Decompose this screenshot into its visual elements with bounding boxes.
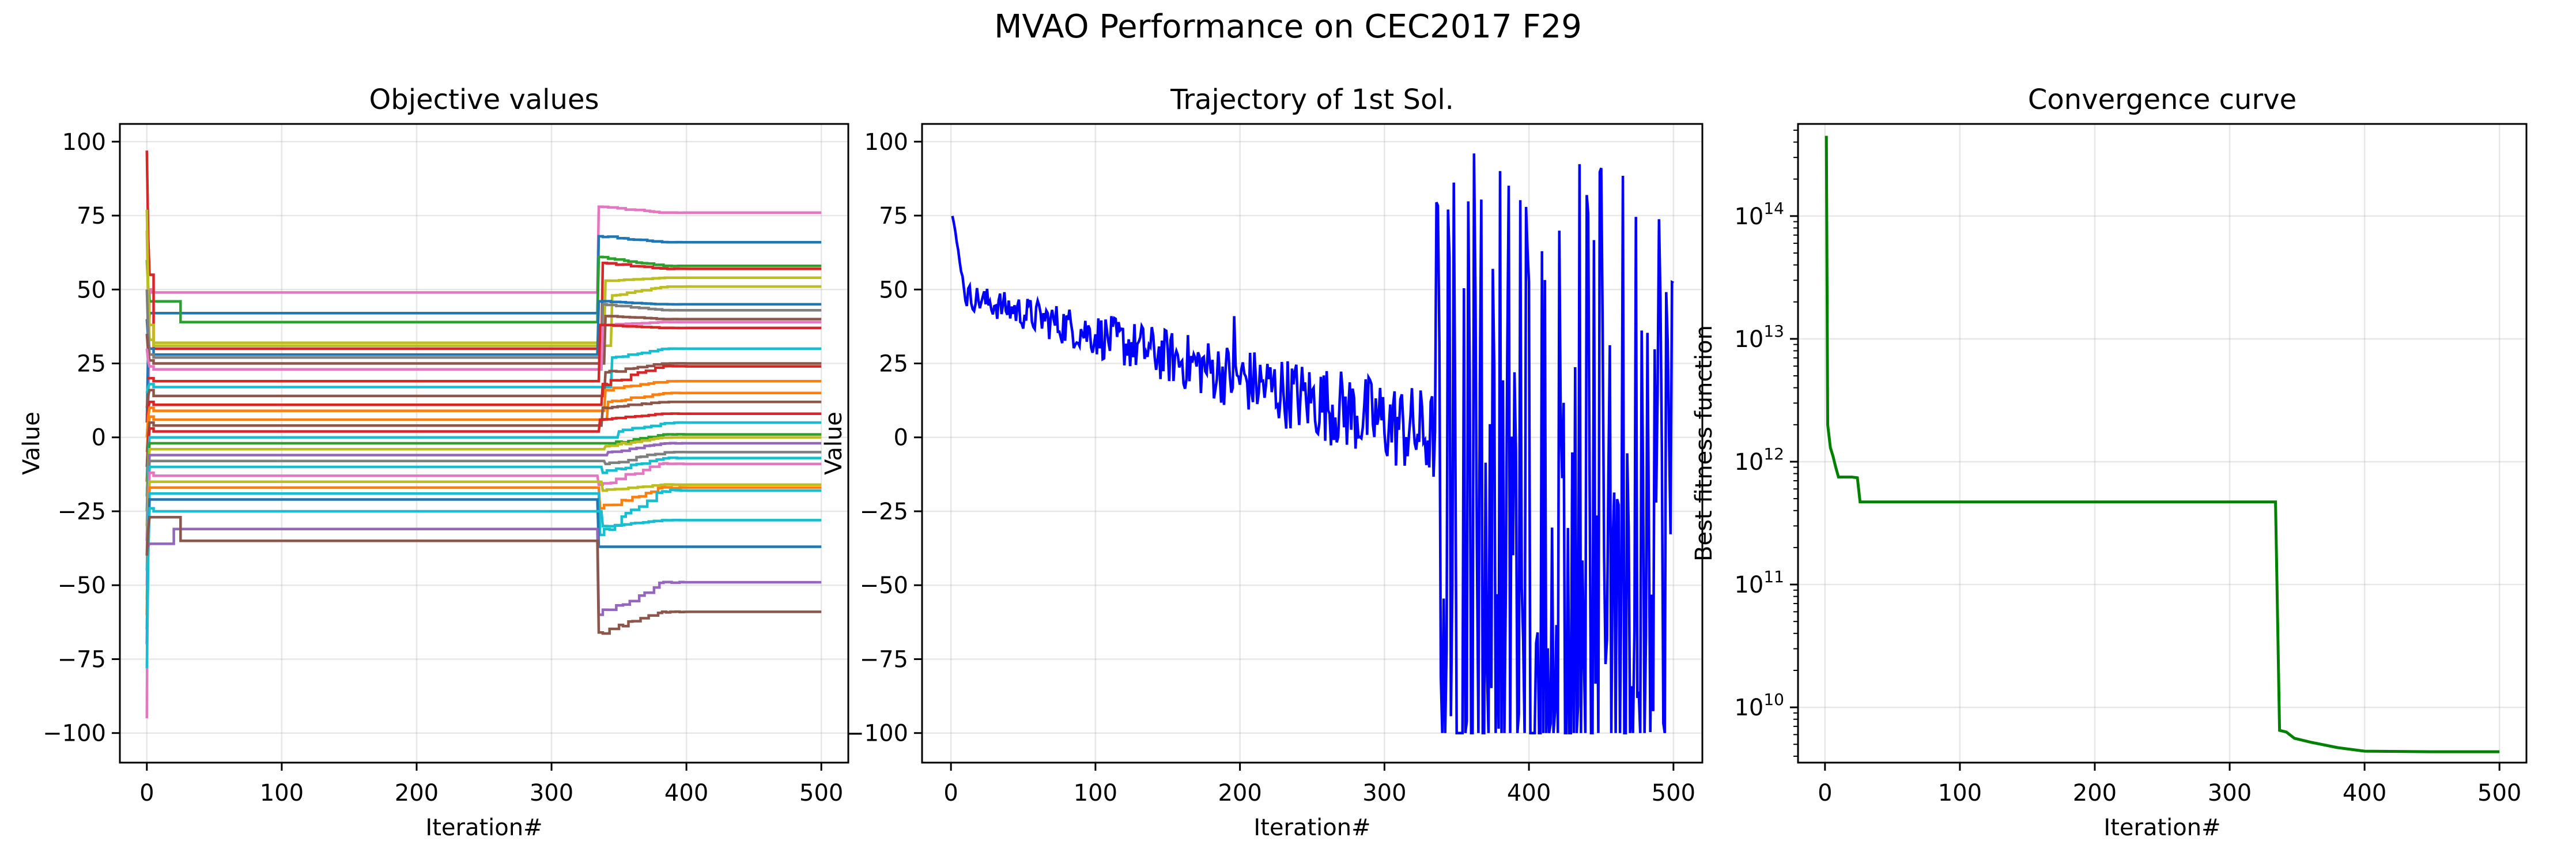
- x-axis-label: Iteration#: [2103, 814, 2220, 841]
- x-tick-label: 500: [1652, 780, 1695, 806]
- series-group: [951, 153, 1674, 734]
- panel-title: Convergence curve: [2028, 84, 2297, 116]
- series-line-13: [145, 364, 822, 423]
- y-tick-label: 0: [894, 425, 908, 451]
- series-line-5: [145, 230, 822, 347]
- series-group: [145, 150, 822, 719]
- series-line-8: [145, 315, 822, 365]
- y-tick-label: 75: [879, 203, 908, 229]
- y-axis-label: Best fitness function: [1691, 325, 1717, 561]
- x-tick-label: 0: [139, 780, 154, 806]
- x-tick-label: 0: [1818, 780, 1832, 806]
- trajectory-line: [951, 153, 1674, 734]
- series-line-24: [145, 462, 822, 586]
- x-tick-label: 500: [799, 780, 843, 806]
- y-tick-label: −50: [860, 572, 908, 599]
- x-tick-label: 400: [2343, 780, 2386, 806]
- series-line-10: [146, 323, 822, 383]
- axes-frame: [1797, 123, 2528, 764]
- axes-frame: [119, 123, 849, 764]
- y-tick-label: −100: [845, 721, 908, 747]
- y-tick-label: 100: [62, 129, 106, 156]
- y-tick-label: 75: [77, 203, 106, 229]
- y-tick-label: 25: [77, 351, 106, 378]
- axes-frame: [921, 123, 1704, 764]
- series-line-7: [145, 289, 822, 359]
- y-axis-label: Value: [18, 412, 45, 475]
- series-line-20: [145, 436, 822, 526]
- series-group: [1825, 135, 2500, 753]
- x-tick-label: 400: [664, 780, 708, 806]
- series-line-9: [145, 320, 822, 371]
- x-tick-label: 200: [2073, 780, 2117, 806]
- y-tick-label: 1013: [1734, 322, 1784, 353]
- x-tick-label: 0: [943, 780, 958, 806]
- series-line-18: [145, 421, 822, 497]
- x-tick-label: 100: [1938, 780, 1982, 806]
- y-tick-label: 1010: [1734, 690, 1784, 721]
- x-axis-label: Iteration#: [425, 814, 542, 841]
- figure-title: MVAO Performance on CEC2017 F29: [994, 8, 1582, 46]
- x-tick-label: 200: [1218, 780, 1261, 806]
- series-line-1: [145, 235, 822, 423]
- series-line-22: [145, 451, 822, 556]
- x-tick-label: 100: [260, 780, 304, 806]
- y-tick-label: −50: [58, 572, 106, 599]
- series-line-11: [145, 347, 822, 394]
- objective-values-panel: 0 100 200 300 400 500 −100 −75 −50 −25 0 25 50 75 100 O…: [18, 84, 849, 841]
- x-tick-label: 300: [2208, 780, 2252, 806]
- series-line-14: [145, 379, 822, 438]
- y-tick-label: 1012: [1734, 444, 1784, 476]
- x-axis-label: Iteration#: [1253, 814, 1370, 841]
- series-line-25: [145, 480, 822, 600]
- series-line-17: [145, 412, 822, 482]
- y-tick-label: −100: [43, 721, 106, 747]
- trajectory-panel: 0 100 200 300 400 500 −100 −75 −50 −25 0 25 50 75 100 T…: [821, 84, 1704, 841]
- x-tick-label: 400: [1507, 780, 1551, 806]
- x-tick-label: 500: [2477, 780, 2521, 806]
- series-line-27: [145, 488, 822, 630]
- series-line-3: [145, 150, 822, 350]
- convergence-panel: 0 100 200 300 400 500 1010 1011 1012 1013 1014 Conv…: [1691, 84, 2528, 841]
- y-tick-label: 100: [864, 129, 908, 156]
- panel-title: Trajectory of 1st Sol.: [1170, 84, 1454, 116]
- x-tick-label: 200: [395, 780, 439, 806]
- y-tick-label: −75: [860, 646, 908, 673]
- series-line-28: [145, 498, 822, 644]
- series-line-21: [145, 442, 822, 541]
- y-tick-label: 50: [879, 277, 908, 303]
- y-tick-label: −25: [58, 499, 106, 525]
- series-line-26: [145, 486, 822, 615]
- series-line-0: [145, 205, 822, 719]
- x-tick-label: 100: [1074, 780, 1117, 806]
- y-tick-label: 1014: [1734, 199, 1784, 230]
- series-line-4: [145, 209, 822, 344]
- series-line-31: [145, 515, 822, 635]
- y-tick-label: 25: [879, 351, 908, 378]
- convergence-line: [1825, 135, 2500, 753]
- series-line-6: [145, 300, 822, 356]
- y-tick-label: 1011: [1734, 567, 1784, 598]
- y-tick-label: 50: [77, 277, 106, 303]
- y-axis-label: Value: [821, 412, 847, 475]
- x-tick-label: 300: [1362, 780, 1406, 806]
- series-line-29: [145, 507, 822, 668]
- series-line-23: [145, 456, 822, 571]
- series-line-2: [145, 255, 822, 323]
- x-tick-label: 300: [530, 780, 573, 806]
- y-tick-label: 0: [92, 425, 106, 451]
- y-tick-label: −75: [58, 646, 106, 673]
- series-line-19: [145, 433, 822, 512]
- panel-title: Objective values: [369, 84, 599, 116]
- y-tick-label: −25: [860, 499, 908, 525]
